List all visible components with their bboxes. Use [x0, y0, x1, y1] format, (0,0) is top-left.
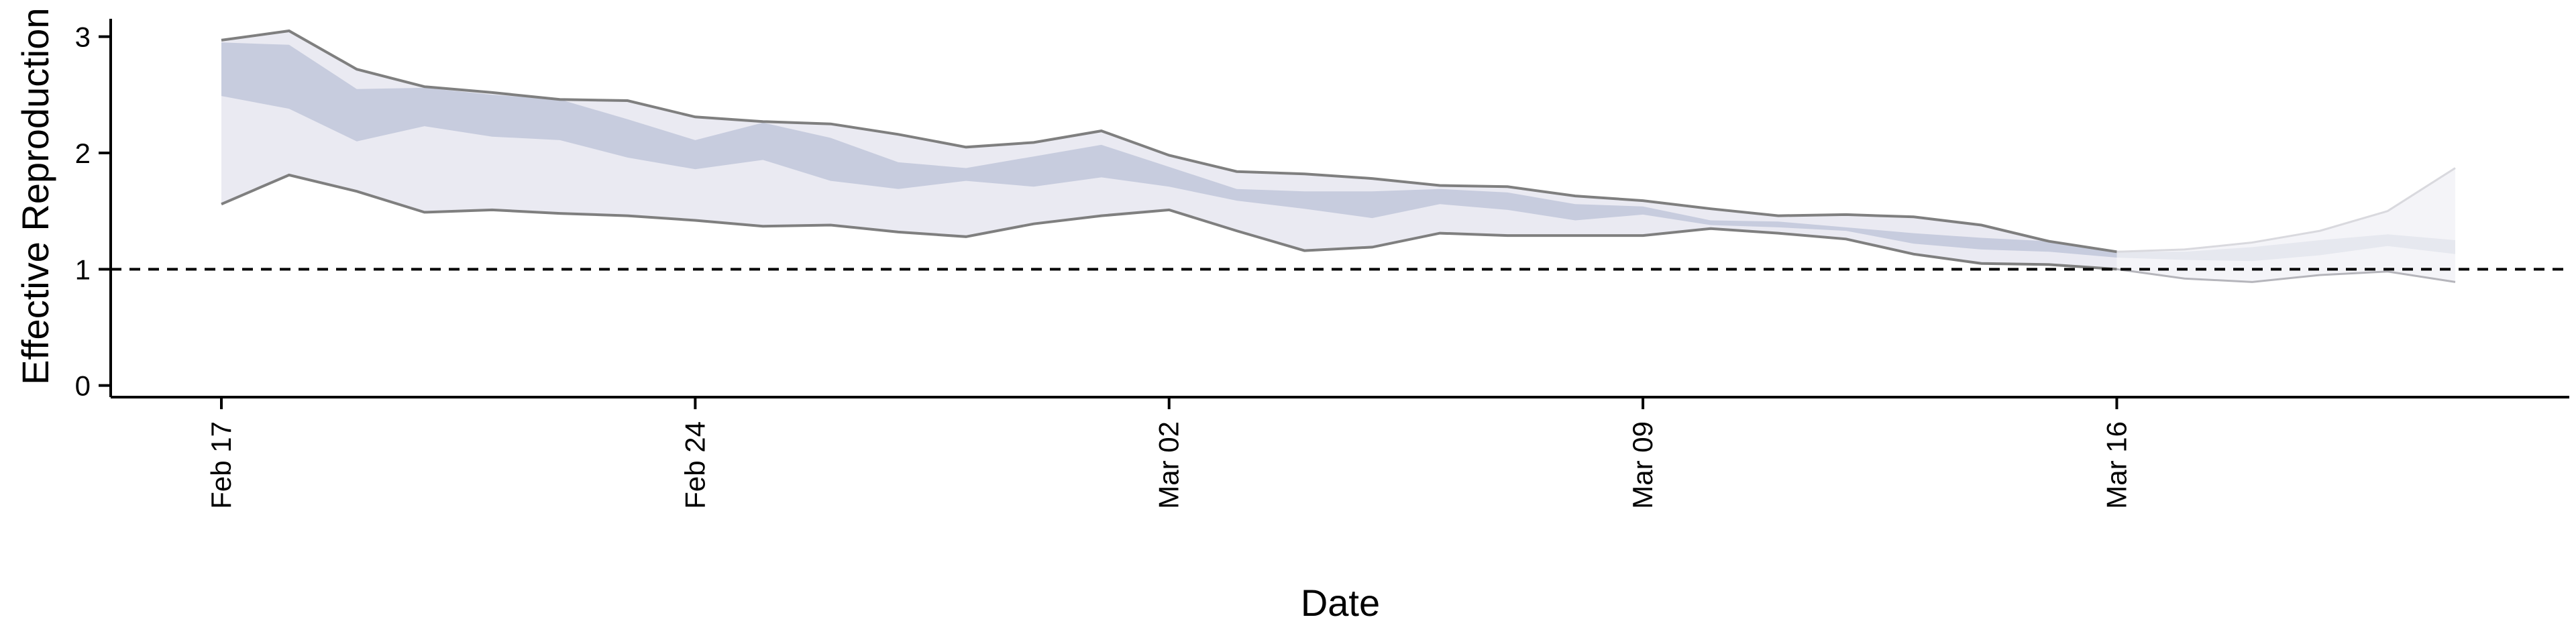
y-tick-label: 0	[75, 370, 91, 402]
plot-area	[111, 29, 2569, 283]
y-axis-title: Effective Reproduction no.	[14, 0, 56, 385]
y-tick-label: 3	[75, 21, 91, 53]
outer-credible-band	[221, 31, 2117, 270]
inner-credible-band	[221, 42, 2117, 258]
x-tick-label: Mar 02	[1153, 421, 1185, 509]
x-tick-label: Feb 24	[679, 421, 710, 509]
forecast-lower-line	[2116, 268, 2456, 283]
x-axis-ticks: Feb 17 Feb 24 Mar 02 Mar 09 Mar 16	[205, 397, 2133, 509]
forecast-outer-band	[2116, 168, 2455, 282]
forecast-upper-line	[2116, 167, 2456, 253]
x-tick-label: Mar 16	[2101, 421, 2133, 509]
x-tick-label: Feb 17	[205, 421, 237, 509]
y-axis-ticks: 0 1 2 3	[75, 21, 111, 402]
x-axis-title: Date	[1301, 582, 1380, 624]
y-tick-label: 2	[75, 138, 91, 169]
outer-lower-line	[221, 173, 2117, 271]
y-tick-label: 1	[75, 254, 91, 285]
x-tick-label: Mar 09	[1627, 421, 1658, 509]
forecast-inner-band	[2116, 234, 2455, 262]
outer-upper-line	[221, 29, 2117, 254]
